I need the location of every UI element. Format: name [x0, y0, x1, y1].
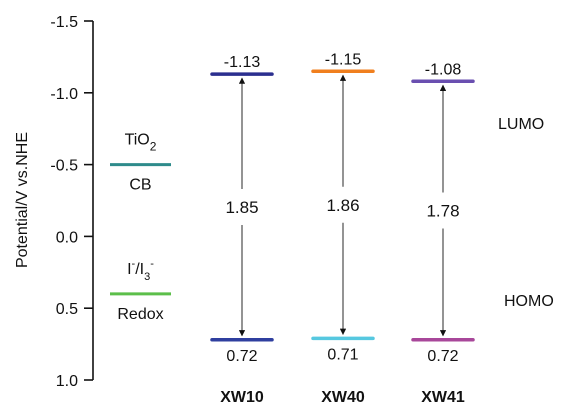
xw41-lumo-value: -1.08: [425, 61, 462, 78]
dye-group-xw41: -1.08 0.72 1.78 XW41: [411, 61, 475, 406]
y-tick-label: -1.0: [50, 86, 78, 103]
xw40-dye-label: XW40: [321, 389, 365, 406]
xw41-homo-value: 0.72: [427, 348, 458, 365]
reference-levels: TiO2 CB I-/I3- Redox: [110, 132, 171, 323]
tio2-label: TiO2: [125, 132, 157, 154]
xw10-gap-value: 1.85: [225, 198, 258, 217]
y-axis-tick-labels: -1.5 -1.0 -0.5 0.0 0.5 1.0: [50, 14, 78, 390]
xw10-homo-value: 0.72: [226, 348, 257, 365]
y-axis-label: Potential/V vs.NHE: [14, 132, 31, 268]
dye-levels: -1.13 0.72 1.85 XW10 -1.15 0.71 1.86 XW40 -1.08 0…: [210, 51, 475, 406]
xw41-dye-label: XW41: [421, 389, 465, 406]
y-tick-label: -0.5: [50, 158, 78, 175]
y-tick-label: 0.5: [56, 301, 78, 318]
y-tick-label: 1.0: [56, 373, 78, 390]
redox-label: Redox: [117, 306, 163, 323]
dye-group-xw10: -1.13 0.72 1.85 XW10: [210, 54, 274, 406]
xw10-lumo-value: -1.13: [224, 54, 261, 71]
y-tick-label: 0.0: [56, 229, 78, 246]
cb-label: CB: [129, 177, 151, 194]
lumo-band-label: LUMO: [498, 116, 544, 133]
homo-band-label: HOMO: [504, 293, 554, 310]
xw40-lumo-value: -1.15: [325, 51, 362, 68]
y-tick-label: -1.5: [50, 14, 78, 31]
xw40-gap-value: 1.86: [326, 196, 359, 215]
xw40-homo-value: 0.71: [327, 346, 358, 363]
dye-group-xw40: -1.15 0.71 1.86 XW40: [311, 51, 375, 406]
iodide-triiodide-label: I-/I3-: [127, 258, 154, 283]
y-axis-ticks: [84, 20, 93, 381]
xw10-dye-label: XW10: [220, 389, 264, 406]
tio2-label-main: TiO: [125, 132, 150, 149]
tio2-label-sub: 2: [150, 140, 157, 154]
xw41-gap-value: 1.78: [426, 202, 459, 221]
